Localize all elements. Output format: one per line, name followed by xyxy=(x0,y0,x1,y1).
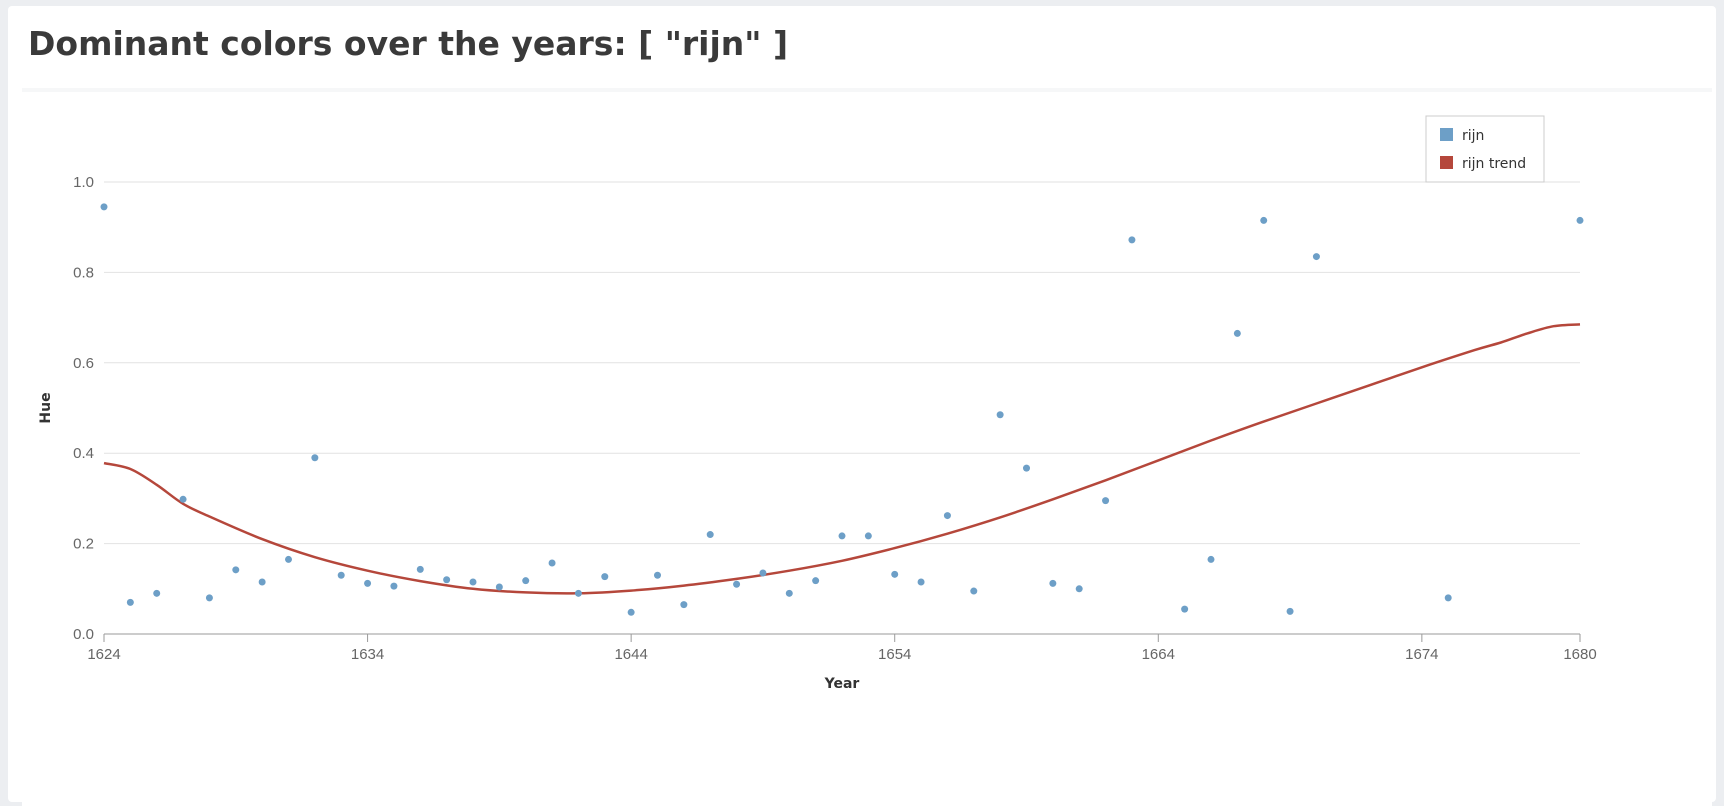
legend-swatch-rijn xyxy=(1440,128,1453,141)
data-point[interactable] xyxy=(337,571,345,579)
chart-area: 1624 1634 1644 1654 1664 1674 1680 0.0 0.2 0.4 0.… xyxy=(22,88,1712,806)
data-point[interactable] xyxy=(1286,607,1294,615)
scatter-points-rijn xyxy=(100,203,1584,616)
data-point[interactable] xyxy=(1049,579,1057,587)
data-point[interactable] xyxy=(706,531,714,539)
data-point[interactable] xyxy=(548,559,556,567)
legend-item-rijn-trend[interactable]: rijn trend xyxy=(1440,156,1526,172)
data-point[interactable] xyxy=(996,411,1004,419)
data-point[interactable] xyxy=(1444,594,1452,602)
data-point[interactable] xyxy=(469,578,477,586)
data-point[interactable] xyxy=(1312,253,1320,261)
legend-label-rijn: rijn xyxy=(1462,128,1484,144)
grid-lines xyxy=(104,181,1580,545)
x-tick-label: 1634 xyxy=(351,646,384,663)
data-point[interactable] xyxy=(205,594,213,602)
x-tick-label: 1654 xyxy=(878,646,911,663)
y-tick-label: 0.4 xyxy=(73,445,94,462)
data-point[interactable] xyxy=(522,577,530,585)
data-point[interactable] xyxy=(1102,497,1110,505)
data-point[interactable] xyxy=(390,582,398,590)
data-point[interactable] xyxy=(1181,605,1189,613)
data-point[interactable] xyxy=(759,569,767,577)
x-axis-title: Year xyxy=(824,676,860,692)
data-point[interactable] xyxy=(232,566,240,574)
page-title: Dominant colors over the years: [ "rijn"… xyxy=(28,24,789,63)
data-point[interactable] xyxy=(416,565,424,573)
data-point[interactable] xyxy=(285,555,292,563)
y-axis-ticks: 0.0 0.2 0.4 0.6 0.8 1.0 xyxy=(73,174,94,643)
data-point[interactable] xyxy=(311,454,319,462)
data-point[interactable] xyxy=(1576,216,1584,224)
trend-line-rijn[interactable] xyxy=(103,323,1581,595)
hue-scatter-chart: 1624 1634 1644 1654 1664 1674 1680 0.00.20.40.… xyxy=(38,115,1597,692)
legend-box xyxy=(1425,115,1545,183)
data-point[interactable] xyxy=(785,589,793,597)
data-point[interactable] xyxy=(1023,464,1030,472)
data-point[interactable] xyxy=(126,598,134,606)
y-tick-label: 1.0 xyxy=(73,174,94,191)
y-tick-label: 0.0 xyxy=(73,626,94,643)
data-point[interactable] xyxy=(495,583,503,591)
x-axis-ticks: 1624 1634 1644 1654 1664 1674 1680 xyxy=(87,634,1597,663)
data-point[interactable] xyxy=(812,577,820,585)
data-point[interactable] xyxy=(838,532,846,540)
legend: rijn rijn trend xyxy=(1425,115,1545,183)
data-point[interactable] xyxy=(733,580,741,588)
y-tick-label: 0.6 xyxy=(73,355,94,372)
y-tick-label: 0.8 xyxy=(73,264,94,281)
x-tick-label: 1664 xyxy=(1142,646,1175,663)
data-point[interactable] xyxy=(970,587,978,595)
legend-item-rijn[interactable]: rijn xyxy=(1440,128,1484,144)
data-point[interactable] xyxy=(364,579,372,587)
y-tick-label: 0.2 xyxy=(73,536,94,553)
x-tick-label: 1680 xyxy=(1563,646,1596,663)
data-point[interactable] xyxy=(258,578,266,586)
data-point[interactable] xyxy=(443,576,451,584)
data-point[interactable] xyxy=(153,589,161,597)
legend-swatch-rijn-trend xyxy=(1440,156,1453,169)
chart-card: Dominant colors over the years: [ "rijn"… xyxy=(8,6,1716,806)
legend-label-rijn-trend: rijn trend xyxy=(1462,156,1526,172)
data-point[interactable] xyxy=(1260,216,1268,224)
data-point[interactable] xyxy=(680,601,688,609)
data-point[interactable] xyxy=(601,573,609,581)
data-point[interactable] xyxy=(179,495,187,503)
data-point[interactable] xyxy=(917,578,925,586)
data-point[interactable] xyxy=(1207,555,1215,563)
data-point[interactable] xyxy=(1233,329,1241,337)
data-point[interactable] xyxy=(1128,236,1136,244)
data-point[interactable] xyxy=(100,203,108,211)
x-tick-label: 1674 xyxy=(1405,646,1438,663)
data-point[interactable] xyxy=(864,532,872,540)
data-point[interactable] xyxy=(1075,585,1083,593)
x-tick-label: 1624 xyxy=(87,646,120,663)
data-point[interactable] xyxy=(943,512,951,520)
data-point[interactable] xyxy=(574,589,582,597)
data-point[interactable] xyxy=(627,608,635,616)
data-point[interactable] xyxy=(891,570,899,578)
x-tick-label: 1644 xyxy=(614,646,647,663)
y-axis-title: Hue xyxy=(38,392,54,423)
data-point[interactable] xyxy=(654,571,661,579)
